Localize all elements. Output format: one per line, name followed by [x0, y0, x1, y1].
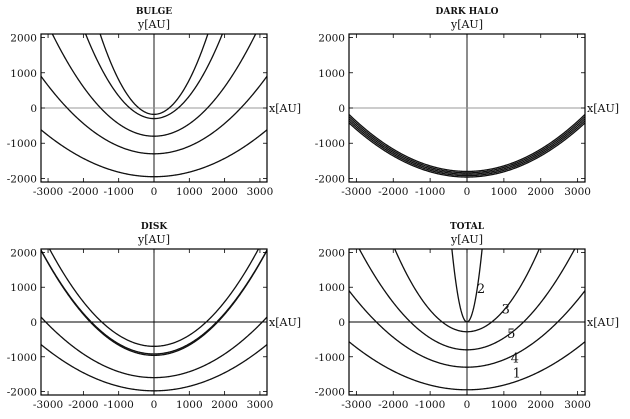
curve-5 [48, 249, 260, 347]
y-tick-label: 0 [30, 317, 37, 329]
x-tick-label: 3000 [564, 399, 591, 411]
x-tick-label: 0 [464, 399, 471, 411]
y-axis-label: y[AU] [450, 233, 483, 246]
curve-1 [349, 341, 585, 391]
curve-5 [358, 249, 576, 351]
y-tick-label: 0 [338, 103, 345, 115]
y-tick-label: -2000 [315, 387, 345, 399]
y-tick-label: -1000 [7, 352, 37, 364]
curve-2 [41, 75, 267, 155]
curve-4 [349, 290, 585, 368]
curve-label-1: 1 [513, 367, 521, 382]
curve-4 [41, 249, 267, 355]
x-tick-label: -2000 [378, 399, 408, 411]
x-tick-label: 0 [151, 399, 158, 411]
x-tick-label: 1000 [491, 399, 518, 411]
x-tick-label: -1000 [104, 399, 134, 411]
x-axis-label: x[AU] [269, 316, 301, 329]
y-axis-label: y[AU] [137, 233, 170, 246]
y-tick-label: 0 [338, 317, 345, 329]
curves [41, 34, 267, 178]
x-tick-label: 0 [151, 186, 158, 198]
x-tick-label: 1000 [176, 186, 203, 198]
curve-label-2: 2 [477, 282, 485, 297]
y-axis-label: y[AU] [450, 18, 483, 31]
panel-title: DISK [141, 222, 169, 232]
curve-2 [451, 249, 483, 323]
curve-1 [41, 129, 267, 178]
curve-3 [349, 118, 585, 175]
x-tick-label: -2000 [378, 186, 408, 198]
curve-5 [349, 113, 585, 173]
x-tick-label: 0 [464, 186, 471, 198]
panel-bulge: -3000 -2000 -1000 0 1000 2000 3000-2000-100001… [7, 7, 301, 198]
y-tick-label: 0 [30, 103, 37, 115]
y-tick-label: 2000 [318, 247, 345, 259]
y-tick-label: 2000 [10, 33, 37, 45]
x-tick-label: -1000 [415, 186, 445, 198]
y-tick-label: -2000 [7, 173, 37, 185]
x-tick-label: 3000 [247, 186, 274, 198]
curves [349, 249, 585, 391]
curve-3 [51, 34, 257, 137]
curve-3 [394, 249, 540, 333]
y-tick-label: -2000 [7, 387, 37, 399]
x-tick-label: -3000 [33, 399, 63, 411]
x-tick-label: 2000 [527, 399, 554, 411]
x-axis-label: x[AU] [269, 102, 301, 115]
curve-1 [41, 344, 267, 392]
y-axis-label: y[AU] [137, 18, 170, 31]
curve-4 [349, 116, 585, 174]
x-tick-label: -3000 [341, 399, 371, 411]
x-tick-label: 3000 [247, 399, 274, 411]
y-tick-label: 2000 [318, 33, 345, 45]
y-tick-label: -1000 [315, 138, 345, 150]
panel-total: -3000 -2000 -1000 0 1000 2000 3000-2000-100001… [315, 222, 619, 411]
curve-2 [349, 120, 585, 177]
curve-2 [41, 316, 267, 379]
x-tick-label: -1000 [104, 186, 134, 198]
x-tick-label: 2000 [211, 186, 238, 198]
curve-4 [84, 34, 224, 120]
y-tick-label: -1000 [315, 352, 345, 364]
x-axis-label: x[AU] [587, 316, 619, 329]
x-tick-label: -2000 [68, 399, 98, 411]
curves [41, 249, 267, 392]
y-tick-label: -1000 [7, 138, 37, 150]
x-axis-label: x[AU] [587, 102, 619, 115]
curve-1 [349, 122, 585, 178]
x-tick-label: -2000 [68, 186, 98, 198]
curve-label-5: 5 [507, 327, 515, 342]
x-tick-label: -1000 [415, 399, 445, 411]
x-tick-label: 1000 [176, 399, 203, 411]
panel-title: DARK HALO [436, 7, 499, 17]
curve-label-3: 3 [502, 302, 510, 317]
x-tick-label: -3000 [33, 186, 63, 198]
panel-title: BULGE [136, 7, 172, 17]
panel-dark-halo: -3000 -2000 -1000 0 1000 2000 3000-2000-100001… [315, 7, 619, 198]
x-tick-label: 2000 [211, 399, 238, 411]
curve-label-4: 4 [511, 351, 519, 366]
y-tick-label: 1000 [10, 282, 37, 294]
x-tick-label: -3000 [341, 186, 371, 198]
panel-disk: -3000 -2000 -1000 0 1000 2000 3000-2000-100001… [7, 222, 301, 411]
panel-title: TOTAL [450, 222, 485, 232]
y-tick-label: 1000 [10, 68, 37, 80]
x-tick-label: 1000 [491, 186, 518, 198]
y-tick-label: 2000 [10, 247, 37, 259]
curve-5 [99, 34, 209, 115]
y-tick-label: -2000 [315, 173, 345, 185]
y-tick-label: 1000 [318, 282, 345, 294]
x-tick-label: 3000 [564, 186, 591, 198]
curves [349, 113, 585, 178]
x-tick-label: 2000 [527, 186, 554, 198]
y-tick-label: 1000 [318, 68, 345, 80]
